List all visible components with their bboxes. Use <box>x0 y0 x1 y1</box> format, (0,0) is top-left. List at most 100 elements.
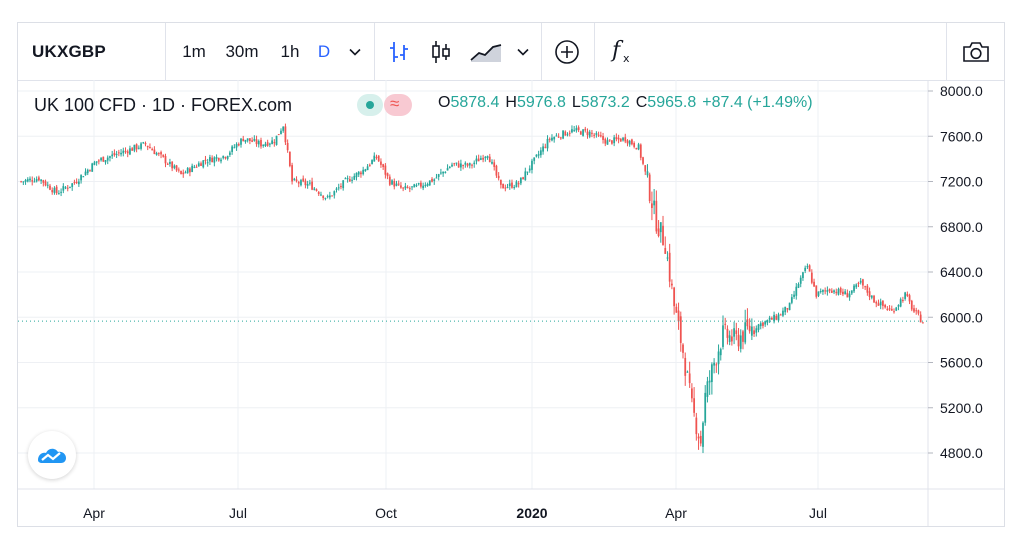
approx-toggle[interactable]: ≈ <box>384 94 412 116</box>
divider <box>374 23 375 80</box>
high-label: H <box>505 94 517 111</box>
candle-body <box>433 179 436 182</box>
candle-body <box>608 139 611 141</box>
candle-body <box>722 325 724 347</box>
candle-body <box>102 156 105 162</box>
candle-body <box>804 267 807 272</box>
candle-body <box>486 156 489 158</box>
candle-body <box>697 436 700 439</box>
candle-body <box>277 134 280 136</box>
candle-body <box>384 165 387 175</box>
candle-body <box>313 188 316 190</box>
candle-body <box>117 152 120 154</box>
candle-body <box>830 290 833 293</box>
candle-body <box>648 174 651 202</box>
candle-body <box>77 181 80 185</box>
candle-body <box>659 222 662 233</box>
x-tick-label: Oct <box>375 505 397 521</box>
plus-circle-icon[interactable] <box>550 23 584 80</box>
candle-body <box>504 187 507 189</box>
candlestick-icon[interactable] <box>424 23 458 80</box>
candle-body <box>759 323 762 327</box>
candle-body <box>837 288 840 295</box>
candle-body <box>766 320 769 323</box>
candle-body <box>402 187 405 189</box>
candle-body <box>160 152 162 155</box>
candle-body <box>302 178 305 182</box>
candle-body <box>806 266 809 268</box>
chevron-down-icon[interactable] <box>343 23 367 80</box>
y-tick-label: 7200.0 <box>940 174 983 190</box>
candle-body <box>899 299 902 307</box>
candle-body <box>73 182 76 184</box>
candle-body <box>80 175 82 181</box>
candle-body <box>222 155 225 159</box>
logo[interactable] <box>28 431 76 479</box>
candle-body <box>733 328 735 337</box>
change-value: +87.4 (+1.49%) <box>702 94 813 111</box>
candle-body <box>284 126 287 143</box>
candle-body <box>568 132 571 134</box>
candle-body <box>20 181 22 183</box>
svg-text:x: x <box>623 52 630 65</box>
candle-body <box>64 187 67 189</box>
candle-body <box>537 154 540 156</box>
visibility-toggle[interactable] <box>357 94 383 116</box>
interval-1m[interactable]: 1m <box>182 41 206 61</box>
candle-body <box>244 139 247 142</box>
candle-body <box>479 158 482 160</box>
candle-body <box>882 300 884 306</box>
candle-body <box>386 173 389 177</box>
candle-body <box>686 371 689 373</box>
candle-body <box>710 364 713 383</box>
candle-body <box>551 137 553 141</box>
symbol-search[interactable]: UKXGBP <box>32 41 106 61</box>
candle-body <box>531 160 533 170</box>
candle-body <box>519 177 522 184</box>
candle-body <box>511 182 513 188</box>
candle-body <box>153 149 156 155</box>
interval-d[interactable]: D <box>317 41 331 61</box>
camera-icon[interactable] <box>958 23 994 80</box>
candle-body <box>513 187 516 189</box>
candle-body <box>768 317 771 320</box>
y-tick-label: 6000.0 <box>940 309 983 325</box>
candle-body <box>599 135 602 137</box>
area-chart-icon[interactable] <box>466 23 506 80</box>
candle-body <box>744 322 747 343</box>
candle-body <box>406 186 409 188</box>
candle-body <box>195 166 198 168</box>
candle-body <box>717 351 720 365</box>
candle-body <box>819 291 822 293</box>
candle-body <box>224 157 227 159</box>
candle-body <box>122 150 125 154</box>
interval-30m[interactable]: 30m <box>225 41 259 61</box>
candle-body <box>691 388 693 399</box>
candle-body <box>842 291 844 295</box>
y-tick-label: 6800.0 <box>940 219 983 235</box>
candle-body <box>784 306 787 313</box>
candle-body <box>619 138 622 142</box>
candle-body <box>271 140 273 145</box>
candle-body <box>448 166 451 168</box>
candle-body <box>571 129 573 133</box>
candle-body <box>522 177 524 180</box>
legend: UK 100 CFD · 1D · FOREX.com <box>34 92 292 118</box>
candle-body <box>169 161 171 164</box>
candle-body <box>866 285 869 293</box>
candle-body <box>444 171 447 173</box>
chevron-down-icon[interactable] <box>512 23 534 80</box>
candle-body <box>300 180 302 186</box>
candle-body <box>715 364 718 366</box>
interval-1h[interactable]: 1h <box>280 41 300 61</box>
candle-body <box>890 308 893 311</box>
candle-body <box>644 165 647 172</box>
candle-body <box>802 272 804 279</box>
x-tick-label: 2020 <box>516 505 547 521</box>
candle-body <box>335 188 338 190</box>
bar-chart-icon[interactable] <box>382 23 416 80</box>
candle-body <box>539 150 542 156</box>
candle-body <box>553 137 556 140</box>
